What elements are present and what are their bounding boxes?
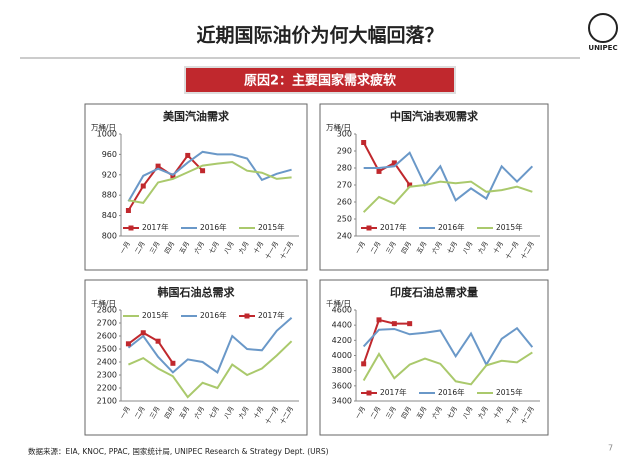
series-line <box>127 317 293 374</box>
point-marker <box>361 361 367 367</box>
series-line <box>362 318 410 365</box>
y-tick-label: 250 <box>337 215 352 224</box>
y-tick-label: 3600 <box>332 381 352 390</box>
subtitle-banner <box>184 66 456 94</box>
y-tick-label: 4600 <box>332 306 352 315</box>
point-marker <box>407 182 413 188</box>
page-number: 7 <box>608 444 613 453</box>
series-line <box>362 180 533 213</box>
legend-label: 2015年 <box>496 222 523 232</box>
series-line <box>128 161 292 204</box>
y-tick-label: 2100 <box>97 397 117 406</box>
y-axis-label: 万桶/日 <box>326 122 351 132</box>
point-marker <box>361 140 367 145</box>
legend-label: 2016年 <box>438 387 465 397</box>
y-tick-label: 290 <box>337 147 352 156</box>
legend-label: 2017年 <box>380 387 407 397</box>
y-tick-label: 4000 <box>332 351 352 360</box>
chart-title: 印度石油总需求量 <box>390 285 478 299</box>
series-line <box>128 340 293 399</box>
y-tick-label: 880 <box>102 191 117 200</box>
y-tick-label: 2200 <box>97 384 117 393</box>
chart-title: 美国汽油需求 <box>163 109 230 123</box>
legend-label: 2016年 <box>200 310 227 320</box>
point-marker <box>185 152 191 158</box>
legend-label: 2017年 <box>142 222 169 232</box>
legend-label: 2015年 <box>496 387 523 397</box>
legend-label: 2015年 <box>142 310 169 320</box>
point-marker <box>155 163 161 169</box>
y-tick-label: 300 <box>337 130 352 139</box>
legend-label: 2016年 <box>200 222 227 232</box>
point-marker <box>391 321 397 327</box>
y-tick-label: 2300 <box>97 371 117 380</box>
y-tick-label: 840 <box>102 211 117 220</box>
y-tick-label: 3400 <box>332 397 352 406</box>
point-marker <box>140 330 146 336</box>
series-line <box>362 351 533 386</box>
y-tick-label: 4200 <box>332 336 352 345</box>
point-marker <box>125 341 131 347</box>
y-axis-label: 千桶/日 <box>91 298 116 308</box>
point-marker <box>155 338 161 344</box>
legend-label: 2017年 <box>380 222 407 232</box>
series-line <box>362 326 534 367</box>
point-marker <box>200 168 206 174</box>
point-marker <box>125 208 131 213</box>
chart-frame <box>84 103 308 271</box>
y-tick-label: 2400 <box>97 358 117 367</box>
y-tick-label: 270 <box>337 181 352 190</box>
y-tick-label: 2600 <box>97 332 117 341</box>
y-tick-label: 800 <box>102 232 117 241</box>
legend-label: 2015年 <box>258 222 285 232</box>
legend-marker <box>366 225 372 231</box>
y-tick-label: 2500 <box>97 345 117 354</box>
y-tick-label: 260 <box>337 198 352 207</box>
point-marker <box>376 317 382 323</box>
y-axis-label: 千桶/日 <box>326 298 351 308</box>
slide-title: 近期国际油价为何大幅回落？ <box>196 24 443 47</box>
point-marker <box>376 168 382 174</box>
chart-frame <box>84 279 308 436</box>
legend-label: 2016年 <box>438 222 465 232</box>
logo-text: UNIPEC <box>588 44 617 52</box>
chart-title: 中国汽油表观需求 <box>390 109 479 123</box>
point-marker <box>407 321 413 327</box>
y-tick-label: 240 <box>337 232 352 241</box>
point-marker <box>391 160 397 166</box>
y-tick-label: 920 <box>102 170 117 179</box>
series-line <box>127 150 292 202</box>
y-tick-label: 280 <box>337 164 352 173</box>
logo-mark <box>588 13 618 43</box>
chart-frame <box>319 103 549 271</box>
y-tick-label: 1000 <box>97 130 117 139</box>
point-marker <box>140 183 146 189</box>
y-tick-label: 4400 <box>332 321 352 330</box>
series-line <box>127 331 174 364</box>
y-tick-label: 2800 <box>97 306 117 315</box>
source-note: 数据来源：EIA, KNOC, PPAC, 国家统计局, UNIPEC Rese… <box>28 446 329 456</box>
legend-marker <box>244 313 250 319</box>
legend-label: 2017年 <box>258 310 285 320</box>
y-tick-label: 960 <box>102 150 117 159</box>
chart-title: 韩国石油总需求 <box>158 285 236 299</box>
y-tick-label: 3800 <box>332 366 352 375</box>
legend-marker <box>128 225 134 231</box>
y-tick-label: 2700 <box>97 319 117 328</box>
point-marker <box>170 360 176 366</box>
legend-marker <box>366 390 372 396</box>
chart-frame <box>319 279 549 436</box>
subtitle: 原因2：主要国家需求疲软 <box>244 73 396 89</box>
y-axis-label: 万桶/日 <box>91 122 116 132</box>
